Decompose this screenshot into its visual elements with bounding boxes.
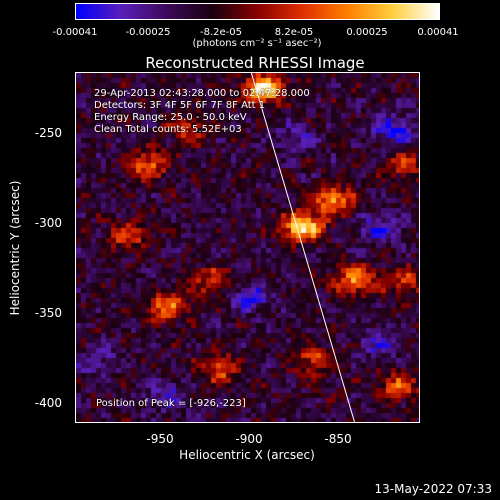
annotation-time: 29-Apr-2013 02:43:28.000 to 02:47:28.000 bbox=[94, 88, 310, 99]
y-axis-label: Heliocentric Y (arcsec) bbox=[8, 180, 22, 316]
x-axis-label: Heliocentric X (arcsec) bbox=[179, 448, 315, 462]
colorbar bbox=[75, 3, 440, 20]
x-tick-label: -950 bbox=[146, 432, 174, 446]
limb-line bbox=[250, 73, 356, 422]
plot-overlay bbox=[250, 73, 356, 422]
colorbar-units: (photons cm⁻² s⁻¹ asec⁻²) bbox=[192, 38, 322, 49]
colorbar-tick: 0.00041 bbox=[417, 27, 459, 38]
y-tick-label: -350 bbox=[34, 306, 62, 320]
colorbar-tick: -0.00041 bbox=[52, 27, 98, 38]
colorbar-tick: 8.2e-05 bbox=[274, 27, 314, 38]
colorbar-tick: -0.00025 bbox=[125, 27, 171, 38]
x-tick-label: -900 bbox=[235, 432, 263, 446]
y-tick-label: -250 bbox=[34, 126, 62, 140]
annotation-clean: Clean Total counts: 5.52E+03 bbox=[94, 124, 242, 135]
plot-area: 29-Apr-2013 02:43:28.000 to 02:47:28.000… bbox=[75, 72, 420, 423]
colorbar-tick: 0.00025 bbox=[346, 27, 388, 38]
annotation-detectors: Detectors: 3F 4F 5F 6F 7F 8F Att 1 bbox=[94, 100, 266, 111]
annotation-energy: Energy Range: 25.0 - 50.0 keV bbox=[94, 112, 247, 123]
x-tick-label: -850 bbox=[324, 432, 352, 446]
colorbar-gradient bbox=[76, 4, 439, 19]
timestamp: 13-May-2022 07:33 bbox=[374, 482, 492, 496]
colorbar-tick: -8.2e-05 bbox=[200, 27, 242, 38]
heatmap-image bbox=[76, 73, 419, 422]
y-tick-label: -400 bbox=[34, 396, 62, 410]
annotation-peak: Position of Peak = [-926,-223] bbox=[96, 398, 246, 409]
y-tick-label: -300 bbox=[34, 216, 62, 230]
chart-title: Reconstructed RHESSI Image bbox=[145, 54, 365, 72]
